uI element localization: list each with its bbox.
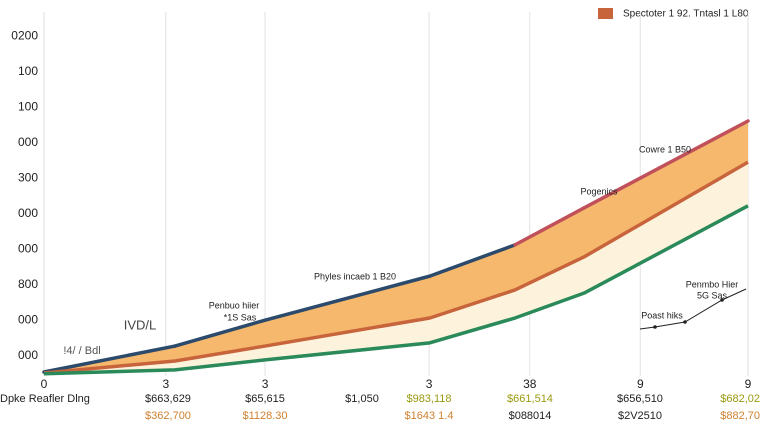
pointer-dot: [683, 320, 687, 324]
y-tick-label: 800: [18, 277, 38, 291]
annotation: Pogenics: [580, 186, 618, 196]
annotation: Cowre 1 B50: [639, 144, 691, 154]
line-segment: [582, 119, 750, 210]
x-tick-label: 3: [162, 377, 169, 391]
annotation: Penmbo Hier: [686, 279, 739, 289]
annotation: 5G Sas: [697, 290, 728, 300]
table-cell: $661,514: [507, 393, 553, 405]
annotation: Phyles incaeb 1 B20: [314, 271, 396, 281]
area-band: [44, 162, 748, 374]
x-tick-label: 3: [426, 377, 433, 391]
table-cell: $65,615: [245, 393, 285, 405]
line: [43, 204, 749, 376]
y-tick-label: 000: [18, 135, 38, 149]
annotation: !4/ / Bdl: [63, 345, 100, 357]
x-tick-label: 9: [745, 377, 752, 391]
line-segment: [513, 206, 586, 247]
annotation: Poast hiks: [641, 310, 683, 320]
pointer-dot: [653, 325, 657, 329]
table-cell: $882,70: [720, 410, 760, 422]
table-cell: $656,510: [617, 393, 663, 405]
y-tick-label: 000: [18, 206, 38, 220]
y-tick-label: 100: [18, 100, 38, 114]
x-tick-label: 38: [523, 377, 537, 391]
pointer-dot: [720, 298, 724, 302]
line-segment: [428, 243, 517, 278]
table-cell: $2V2510: [618, 410, 662, 422]
table-cell: $1128.30: [242, 410, 287, 422]
y-tick-label: 0200: [11, 29, 38, 43]
y-tick-label: 100: [18, 64, 38, 78]
annotation: IVD/L: [124, 317, 157, 332]
line: [43, 160, 749, 375]
x-tick-label: 9: [637, 377, 644, 391]
x-tick-label: 0: [41, 377, 48, 391]
legend-label: Spectoter 1 92. Tntasl 1 L80: [623, 9, 749, 20]
table-header: Dpke Reafler Dlng: [0, 393, 90, 405]
table-cell: $983,118: [406, 393, 451, 405]
table-cell: $663,629: [145, 393, 191, 405]
legend-swatch: [598, 8, 613, 19]
y-tick-label: 000: [18, 348, 38, 362]
y-tick-label: 300: [18, 171, 38, 185]
table-cell: $088014: [509, 410, 552, 422]
x-tick-label: 3: [262, 377, 269, 391]
table-cell: $362,700: [145, 410, 191, 422]
pointer-line: [639, 288, 747, 330]
annotation: Penbuo hiier: [209, 300, 260, 310]
table-cell: $682,02: [720, 393, 760, 405]
line-segment: [42, 344, 177, 374]
line-segment: [173, 318, 267, 348]
line-segment: [263, 274, 432, 322]
annotation: *1S Sas: [224, 312, 257, 322]
y-tick-label: 000: [18, 313, 38, 327]
y-tick-label: 000: [18, 242, 38, 256]
table-cell: $1,050: [345, 393, 379, 405]
plot: [42, 12, 750, 376]
table-cell: $1643 1.4: [405, 410, 454, 422]
